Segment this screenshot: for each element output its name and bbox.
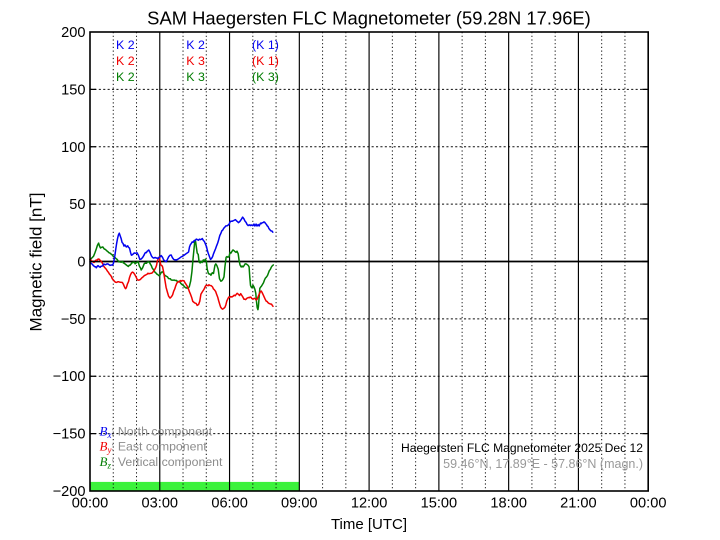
svg-text:21:00: 21:00	[560, 496, 597, 512]
svg-text:150: 150	[61, 82, 85, 98]
svg-text:50: 50	[69, 197, 85, 213]
svg-text:200: 200	[61, 25, 85, 41]
svg-text:: Vertical component: : Vertical component	[111, 455, 223, 469]
svg-text:K 2: K 2	[116, 54, 135, 68]
svg-text:Bz: Bz	[100, 454, 112, 471]
svg-text:100: 100	[61, 140, 85, 156]
svg-text:Time [UTC]: Time [UTC]	[331, 516, 407, 533]
svg-text:(K 3): (K 3)	[252, 70, 279, 84]
svg-text:0: 0	[77, 255, 85, 271]
svg-text:Bx: Bx	[100, 424, 112, 441]
svg-text:K 3: K 3	[186, 70, 205, 84]
svg-text:18:00: 18:00	[490, 496, 527, 512]
svg-text:12:00: 12:00	[351, 496, 388, 512]
svg-text:SAM Haegersten FLC Magnetomete: SAM Haegersten FLC Magnetometer (59.28N …	[147, 8, 591, 29]
svg-text:Magnetic field [nT]: Magnetic field [nT]	[27, 193, 46, 332]
svg-text:−150: −150	[53, 427, 86, 443]
svg-text:(K 1): (K 1)	[252, 54, 279, 68]
svg-text:−200: −200	[53, 484, 86, 500]
svg-text:(K 1): (K 1)	[252, 38, 279, 52]
svg-text:−50: −50	[61, 312, 86, 328]
svg-text:−100: −100	[53, 369, 86, 385]
svg-text:00:00: 00:00	[630, 496, 667, 512]
svg-text:00:00: 00:00	[72, 496, 109, 512]
svg-text:59.46°N, 17.89°E - 57.86°N (ma: 59.46°N, 17.89°E - 57.86°N (magn.)	[443, 457, 643, 471]
svg-text:K 2: K 2	[116, 70, 135, 84]
svg-text:: East component: : East component	[111, 440, 207, 454]
svg-text:03:00: 03:00	[142, 496, 179, 512]
svg-text:Haegersten FLC Magnetometer 20: Haegersten FLC Magnetometer 2025 Dec 12	[401, 441, 643, 455]
svg-text:06:00: 06:00	[211, 496, 248, 512]
svg-text:09:00: 09:00	[281, 496, 318, 512]
svg-text:K 2: K 2	[186, 38, 205, 52]
svg-text:K 3: K 3	[186, 54, 205, 68]
svg-text:: North component: : North component	[111, 425, 213, 439]
svg-text:15:00: 15:00	[421, 496, 458, 512]
svg-text:K 2: K 2	[116, 38, 135, 52]
svg-text:By: By	[100, 439, 112, 456]
